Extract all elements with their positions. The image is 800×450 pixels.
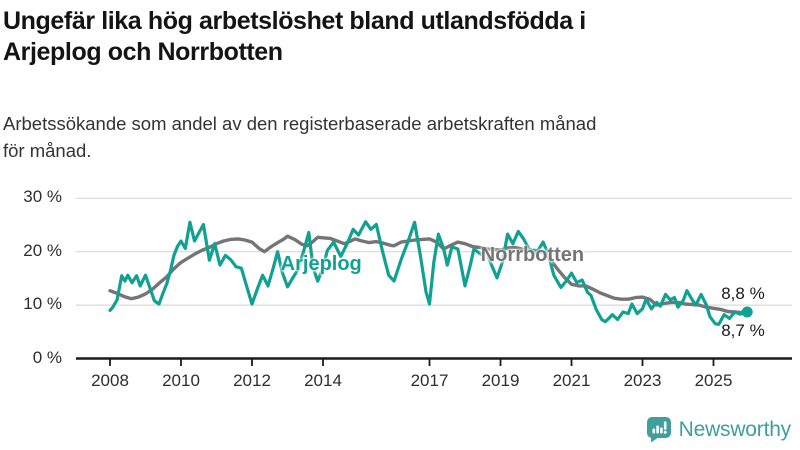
end-dot-arjeplog bbox=[741, 306, 753, 318]
newsworthy-logo: Newsworthy bbox=[646, 416, 791, 443]
title-line-1: Ungefär lika hög arbetslöshet bland utla… bbox=[3, 7, 586, 35]
y-axis-label-20: 20 % bbox=[23, 240, 62, 260]
x-axis-label-2019: 2019 bbox=[481, 371, 520, 390]
x-axis-label-2023: 2023 bbox=[623, 371, 662, 390]
line-arjeplog bbox=[108, 220, 749, 326]
x-axis-label-2017: 2017 bbox=[410, 371, 449, 390]
newsworthy-logo-text: Newsworthy bbox=[678, 417, 792, 441]
y-axis-label-30: 30 % bbox=[23, 187, 62, 207]
chart-subtitle: Arbetssökande som andel av den registerb… bbox=[3, 110, 743, 164]
subtitle-line-1: Arbetssökande som andel av den registerb… bbox=[3, 113, 597, 134]
x-axis-label-2014: 2014 bbox=[304, 371, 342, 390]
page-title: Ungefär lika hög arbetslöshet bland utla… bbox=[3, 6, 743, 68]
x-axis-label-2010: 2010 bbox=[162, 371, 200, 390]
end-value-label-arjeplog: 8,7 % bbox=[721, 321, 765, 341]
x-axis-label-2025: 2025 bbox=[694, 371, 733, 390]
series-label-arjeplog: Arjeplog bbox=[280, 253, 362, 276]
end-value-label-norrbotten: 8,8 % bbox=[721, 283, 765, 303]
x-axis-label-2012: 2012 bbox=[233, 371, 271, 390]
y-axis-label-10: 10 % bbox=[23, 294, 62, 314]
x-axis-label-2008: 2008 bbox=[91, 371, 129, 390]
title-line-2: Arjeplog och Norrbotten bbox=[3, 38, 283, 66]
x-axis-label-2021: 2021 bbox=[552, 371, 591, 390]
bar-chart-speech-bubble-icon bbox=[646, 417, 671, 443]
series-label-norrbotten: Norrbotten bbox=[480, 244, 585, 267]
subtitle-line-2: för månad. bbox=[3, 140, 92, 161]
y-axis-label-0: 0 % bbox=[32, 347, 62, 367]
